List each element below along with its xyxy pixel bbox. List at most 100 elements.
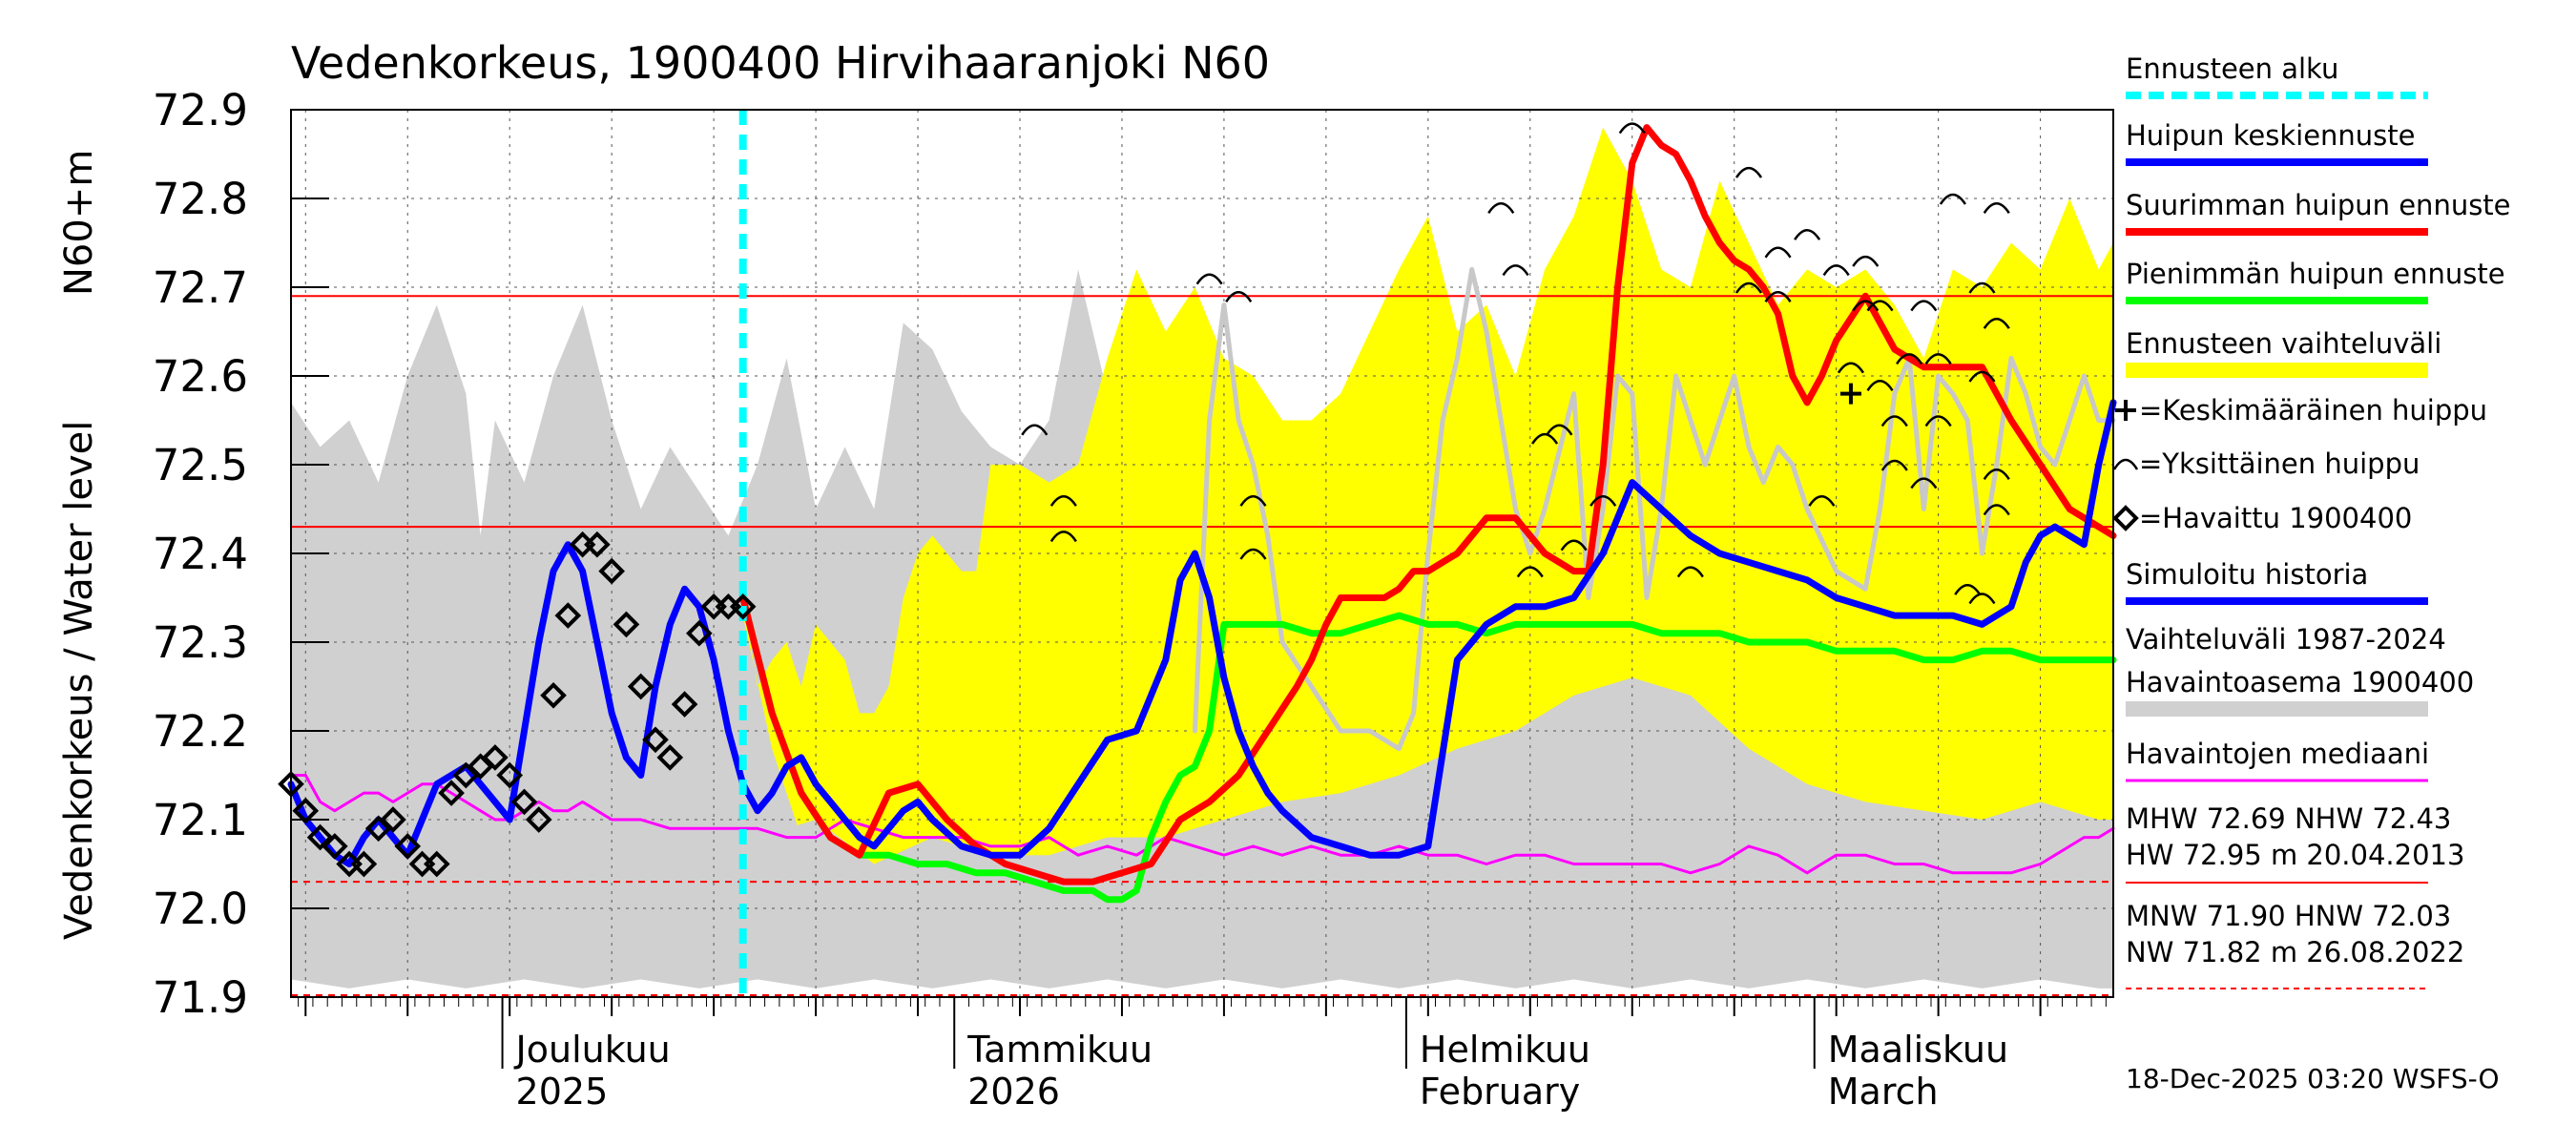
peak-marks-layer [278,122,2010,878]
x-month-label: Joulukuu [514,1029,671,1071]
individual-peak-mark [1968,593,1996,605]
observed-point [627,673,654,700]
observed-point [656,744,684,771]
individual-peak-mark [1049,494,1077,507]
observed-point [292,797,320,824]
observed-point [642,726,669,754]
individual-peak-mark [1021,424,1049,436]
observed-point [496,761,524,789]
x-month-label: Maaliskuu [1828,1029,2008,1071]
individual-peak-mark [1837,362,1865,374]
individual-peak-mark [1983,504,2010,516]
simulated-history-line [287,399,2117,867]
observed-point [598,557,625,585]
stats-block: MHW 72.69 NHW 72.43 HW 72.95 m 20.04.201… [2126,802,2464,989]
chart-title: Vedenkorkeus, 1900400 Hirvihaaranjoki N6… [291,37,1270,89]
y-tick-label: 72.7 [153,262,248,313]
legend: Ennusteen alku Huipun keskiennuste Suurimm… [2112,52,2511,782]
legend-observed-symbol [2112,505,2139,531]
x-year-label: 2025 [516,1071,609,1113]
observed-point [525,806,552,833]
individual-peak-mark [1225,291,1253,303]
individual-peak-mark [1808,494,1836,507]
individual-peak-mark [1546,424,1573,436]
observed-point [380,806,406,833]
forecast-range-band [742,127,2114,909]
observed-point [322,833,348,860]
legend-average-peak-symbol [2115,400,2136,421]
min-peak-forecast-line [739,594,2117,904]
stats-nw: NW 71.82 m 26.08.2022 [2126,936,2464,968]
individual-peak-mark [1487,202,1515,215]
individual-peak-mark [1764,246,1792,259]
y-tick-label: 72.8 [153,174,248,224]
observed-point [510,788,538,816]
legend-label: Ennusteen alku [2126,52,2338,85]
individual-peak-mark [1049,531,1077,543]
individual-peak-mark [1735,281,1763,294]
legend-label: Pienimmän huipun ennuste [2126,258,2505,290]
individual-peak-mark [1502,264,1529,277]
individual-peak-mark [1764,291,1792,303]
individual-peak-mark [1239,494,1267,507]
reference-lines-layer [291,295,2113,996]
individual-peak-mark [1983,468,2010,481]
axes-layer: 71.9 72.0 72.1 72.2 72.3 72.4 72.5 72.6 72.7 72.8… [153,85,2107,1113]
individual-peak-mark [1968,370,1996,383]
individual-peak-mark [1983,317,2010,329]
legend-band-swatch [2126,363,2428,378]
x-month-label: Tammikuu [966,1029,1153,1071]
stats-mhw-nhw: MHW 72.69 NHW 72.43 [2126,802,2451,835]
y-tick-label: 72.2 [153,706,248,757]
x-year-label: 2026 [967,1071,1060,1113]
individual-peak-mark [1880,459,1908,471]
individual-peak-mark [1822,264,1850,277]
observed-point [350,850,378,878]
y-tick-label: 72.6 [153,351,248,402]
legend-label: Huipun keskiennuste [2126,119,2416,152]
individual-peak-mark [1954,583,1982,595]
history-lower-band [291,713,2113,989]
legend-label: Suurimman huipun ennuste [2126,189,2511,221]
observed-median-line [289,774,2115,875]
observed-point [394,833,422,860]
stats-hw: HW 72.95 m 20.04.2013 [2126,839,2464,871]
individual-peak-mark [1618,122,1646,135]
legend-label: =Yksittäinen huippu [2139,448,2420,480]
mean-peak-grey-line [1192,266,2116,752]
observed-point [438,780,465,806]
individual-peak-mark [1924,415,1952,427]
x-year-label: March [1828,1071,1939,1113]
legend-band-swatch [2126,701,2428,717]
individual-peak-mark [1735,166,1763,178]
legend-label: Ennusteen vaihteluväli [2126,327,2441,360]
timestamp-footer: 18-Dec-2025 03:20 WSFS-O [2126,1063,2500,1094]
observed-point [686,619,713,647]
individual-peak-mark [1866,300,1894,312]
individual-peak-mark [1239,548,1267,560]
individual-peak-mark [1983,202,2010,215]
observed-point [482,744,509,771]
legend-label: Havaintoasema 1900400 [2126,666,2474,698]
average-peak-mark [1839,383,1861,405]
stats-mnw-hnw: MNW 71.90 HNW 72.03 [2126,900,2451,932]
individual-peak-mark [1910,477,1938,489]
max-peak-forecast-line [739,124,2117,885]
individual-peak-mark [1195,273,1223,285]
observed-point [671,691,698,718]
x-month-label: Helmikuu [1420,1029,1590,1071]
y-tick-label: 71.9 [153,972,248,1023]
individual-peak-mark [1939,193,1966,205]
individual-peak-mark [1852,300,1880,312]
individual-peak-mark [1880,415,1908,427]
individual-peak-mark [1589,494,1617,507]
observed-point [584,531,611,558]
y-tick-label: 72.0 [153,884,248,934]
individual-peak-mark [1910,300,1938,312]
y-tick-label: 72.3 [153,617,248,668]
legend-label: Simuloitu historia [2126,558,2368,591]
legend-label: =Havaittu 1900400 [2139,502,2412,534]
individual-peak-mark [1560,539,1588,552]
individual-peak-mark [1531,432,1559,445]
